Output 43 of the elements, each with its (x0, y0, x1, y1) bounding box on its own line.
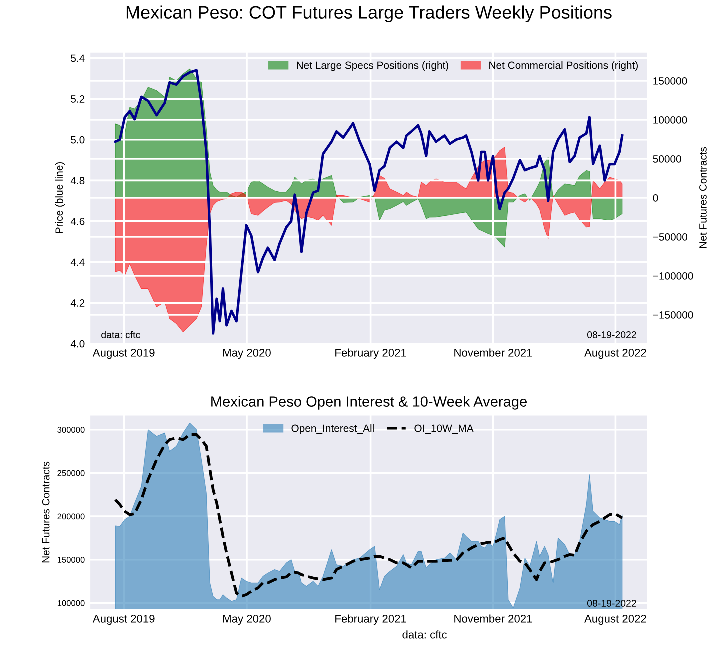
y-tick-label: 5.4 (71, 54, 85, 62)
x-tick-label: May 2020 (224, 349, 271, 360)
y-tick-label: 4.4 (70, 258, 85, 266)
chart-title: Mexican Peso Open Interest & 10-Week Average (212, 396, 527, 410)
legend-label: Net Large Specs Positions (right) (297, 62, 448, 72)
legend-label: OI_10W_MA (414, 424, 474, 434)
y-axis-title: Price (blue line) (55, 162, 66, 234)
x-tick-label: August 2019 (92, 349, 155, 360)
y-tick-label: 250000 (58, 470, 85, 476)
y-tick-label: 100000 (58, 600, 85, 606)
legend-label: Net Commercial Positions (right) (490, 62, 638, 72)
x-tick-label: August 2019 (92, 614, 155, 626)
y2-tick-label: 0 (653, 194, 658, 202)
y-tick-label: 4.2 (70, 300, 85, 307)
text: data: cftc (402, 630, 448, 639)
y-tick-label: 200000 (58, 514, 85, 520)
y2-tick-label: 100000 (654, 116, 688, 124)
annotation: 08-19-2022 (587, 600, 636, 607)
y-tick-label: 4.0 (70, 340, 85, 348)
x-tick-label: November 2021 (454, 614, 532, 623)
x-tick-label: August 2022 (584, 614, 646, 626)
y-tick-label: 5.0 (71, 136, 85, 144)
x-tick-label: May 2020 (224, 614, 271, 626)
y-tick-label: 5.2 (71, 96, 85, 103)
y-tick-label: 4.8 (70, 177, 85, 185)
x-tick-label: February 2021 (336, 614, 406, 626)
y2-tick-label: −50000 (653, 234, 688, 241)
y2-tick-label: −100000 (653, 272, 694, 280)
legend-label: Open_Interest_All (292, 424, 374, 434)
y-tick-label: 150000 (58, 557, 85, 563)
y-tick-label: 300000 (58, 427, 85, 433)
y2-axis-title: Net Futures Contracts (700, 147, 707, 248)
x-tick-label: August 2022 (584, 349, 646, 360)
y-axis-title: Net Futures Contracts (42, 462, 50, 563)
y-tick-label: 4.6 (70, 218, 85, 226)
x-tick-label: November 2021 (454, 348, 532, 357)
y2-tick-label: −150000 (653, 312, 694, 319)
y2-tick-label: 150000 (654, 78, 688, 85)
annotation: 08-19-2022 (587, 332, 636, 338)
x-tick-label: February 2021 (336, 348, 406, 360)
annotation: data: cftc (102, 331, 140, 338)
chart-title: Mexican Peso: COT Futures Large Traders Weekly Positions (126, 6, 612, 23)
y2-tick-label: 50000 (653, 156, 682, 163)
